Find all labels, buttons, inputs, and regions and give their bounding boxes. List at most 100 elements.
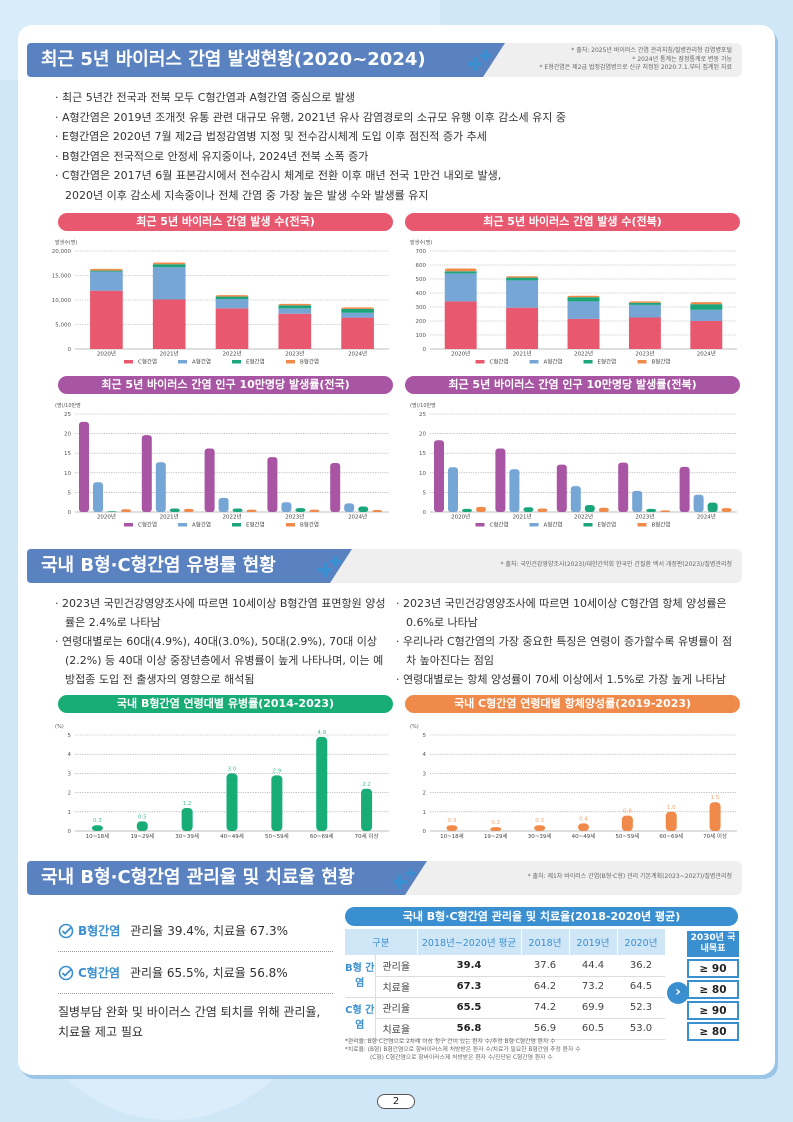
bar-segment	[690, 321, 723, 349]
bar	[476, 506, 486, 512]
bar	[462, 508, 472, 512]
x-tick-label: 2020년	[97, 350, 116, 358]
y-tick-label: 1	[68, 810, 72, 816]
y-tick-label: 10	[64, 471, 71, 477]
target-column: 2030년 국내목표 ≥ 90 ≥ 80 ≥ 90 ≥ 80	[687, 931, 739, 1041]
data-label: 1.0	[667, 805, 676, 811]
bar	[709, 802, 721, 831]
bar	[121, 509, 131, 512]
legend-swatch	[124, 360, 133, 364]
x-tick-label: 2020년	[451, 513, 470, 521]
summary-hbv: B형간염 관리율 39.4%, 치료율 67.3%	[58, 910, 333, 952]
bullet-item: · 우리나라 C형간염의 가장 중요한 특징은 연령이 증가할수록 유병률이 점…	[396, 635, 733, 667]
cell-2018: 37.6	[521, 955, 570, 977]
section2-bullets-right: · 2023년 국민건강영양조사에 따르면 10세이상 C형간염 항체 양성률은…	[396, 594, 741, 689]
x-tick-label: 2021년	[160, 350, 179, 358]
bar	[141, 435, 152, 512]
bar	[693, 494, 704, 512]
x-tick-label: 2021년	[513, 350, 532, 358]
legend-label: C형간염	[138, 521, 157, 529]
bar-segment	[567, 318, 600, 349]
bar	[618, 462, 629, 512]
y-axis-label: (%)	[410, 724, 419, 730]
bar	[665, 811, 677, 831]
bullet-item: · E형간염은 2020년 7월 제2급 법정감염병 지정 및 전수감시체계 도…	[55, 130, 487, 143]
row-label: 치료율	[375, 976, 418, 998]
plus-icon	[468, 50, 491, 71]
legend-label: A형간염	[544, 521, 563, 529]
cell-2019: 69.9	[569, 997, 618, 1019]
cell-2020: 36.2	[617, 955, 666, 977]
bar	[136, 821, 148, 831]
group-label: C형 간염	[345, 997, 376, 1040]
bar-segment	[444, 271, 477, 274]
bar	[181, 807, 193, 831]
bar-segment	[690, 309, 723, 321]
x-tick-label: 2021년	[513, 513, 532, 521]
bar-segment	[152, 267, 186, 300]
bar	[598, 507, 609, 512]
bullet-item: · C형간염은 2017년 6월 표본감시에서 전수감시 체계로 전환 이후 매…	[55, 169, 502, 182]
bar	[660, 510, 671, 512]
bar	[621, 815, 633, 831]
target-cell: ≥ 90	[687, 959, 739, 978]
cell-avg: 56.8	[417, 1018, 522, 1040]
bar-segment	[444, 273, 477, 302]
bar-segment	[628, 302, 661, 305]
bar	[495, 448, 506, 512]
y-tick-label: 5	[68, 733, 72, 739]
target-cell: ≥ 80	[687, 1022, 739, 1041]
y-tick-label: 10,000	[52, 298, 72, 304]
y-axis-label: (명)/10만명	[55, 402, 81, 409]
bar	[632, 490, 643, 512]
bar	[155, 462, 166, 512]
y-tick-label: 400	[416, 291, 427, 297]
bar-segment	[215, 295, 249, 297]
y-tick-label: 200	[416, 319, 427, 325]
bar-segment	[506, 276, 539, 278]
data-label: 1.5	[711, 795, 720, 801]
legend-label: B형간염	[652, 358, 671, 366]
bar-segment	[628, 304, 661, 318]
y-tick-label: 3	[68, 771, 72, 777]
section2-source: * 출처: 국민건강영양조사(2023)/대한간학회 한국인 간질환 백서 개정…	[500, 561, 732, 568]
bar	[271, 775, 283, 831]
x-tick-label: 50~59세	[616, 832, 640, 840]
x-tick-label: 50~59세	[265, 832, 289, 840]
bar-segment	[215, 296, 249, 300]
bar	[281, 502, 292, 512]
x-tick-label: 2021년	[160, 513, 179, 521]
y-tick-label: 4	[68, 752, 72, 758]
section3-title: 국내 B형·C형간염 관리율 및 치료율 현황	[27, 861, 427, 895]
data-label: 0.2	[491, 820, 500, 826]
bar	[358, 506, 369, 512]
data-label: 2.9	[272, 768, 281, 774]
y-tick-label: 20	[64, 432, 71, 438]
bar	[267, 457, 278, 512]
data-label: 0.5	[138, 814, 147, 820]
y-tick-label: 3	[423, 771, 427, 777]
page-number: 2	[377, 1094, 415, 1109]
section3-source: * 출처: 제1차 바이러스 간염(B형·C형) 관리 기본계획(2023~20…	[527, 873, 732, 880]
chart-title: 최근 5년 바이러스 간염 인구 10만명당 발생률(전북)	[405, 376, 740, 394]
y-tick-label: 2	[423, 791, 427, 797]
x-tick-label: 30~39세	[528, 832, 552, 840]
source-line: * E형간염은 제2급 법정감염병으로 신규 지정된 2020.7.1.부터 집…	[539, 64, 733, 71]
y-tick-label: 0	[68, 829, 72, 835]
bar	[372, 510, 383, 512]
chart-jeonbuk-rate: 최근 5년 바이러스 간염 인구 10만명당 발생률(전북) (명)/10만명 0…	[400, 376, 745, 533]
management-rate-table: 구분 2018년~2020년 평균 2018년 2019년 2020년 B형 간…	[345, 929, 666, 1040]
chart-svg: 발생수(명) 0 100 200 300 400 500 600 700 2020년 2021년 20…	[410, 239, 737, 366]
table-footnotes: *관리율: B형·C간염으로 2차례 이상 청구 건이 있는 환자 수/추정 B…	[345, 1038, 740, 1062]
bar-segment	[152, 264, 186, 268]
bar-segment	[628, 301, 661, 303]
cell-2018: 56.9	[521, 1018, 570, 1040]
y-tick-label: 15	[64, 451, 71, 457]
y-tick-label: 25	[64, 412, 71, 418]
legend-label: E형간염	[246, 521, 265, 529]
y-axis-label: (명)/10만명	[410, 402, 436, 409]
bar	[721, 508, 732, 512]
section2-header: 국내 B형·C형간염 유병률 현황 * 출처: 국민건강영양조사(2023)/대…	[27, 549, 742, 583]
table-row: C형 간염 관리율 65.5 74.2 69.9 52.3	[345, 997, 666, 1040]
x-tick-label: 2024년	[348, 513, 367, 521]
